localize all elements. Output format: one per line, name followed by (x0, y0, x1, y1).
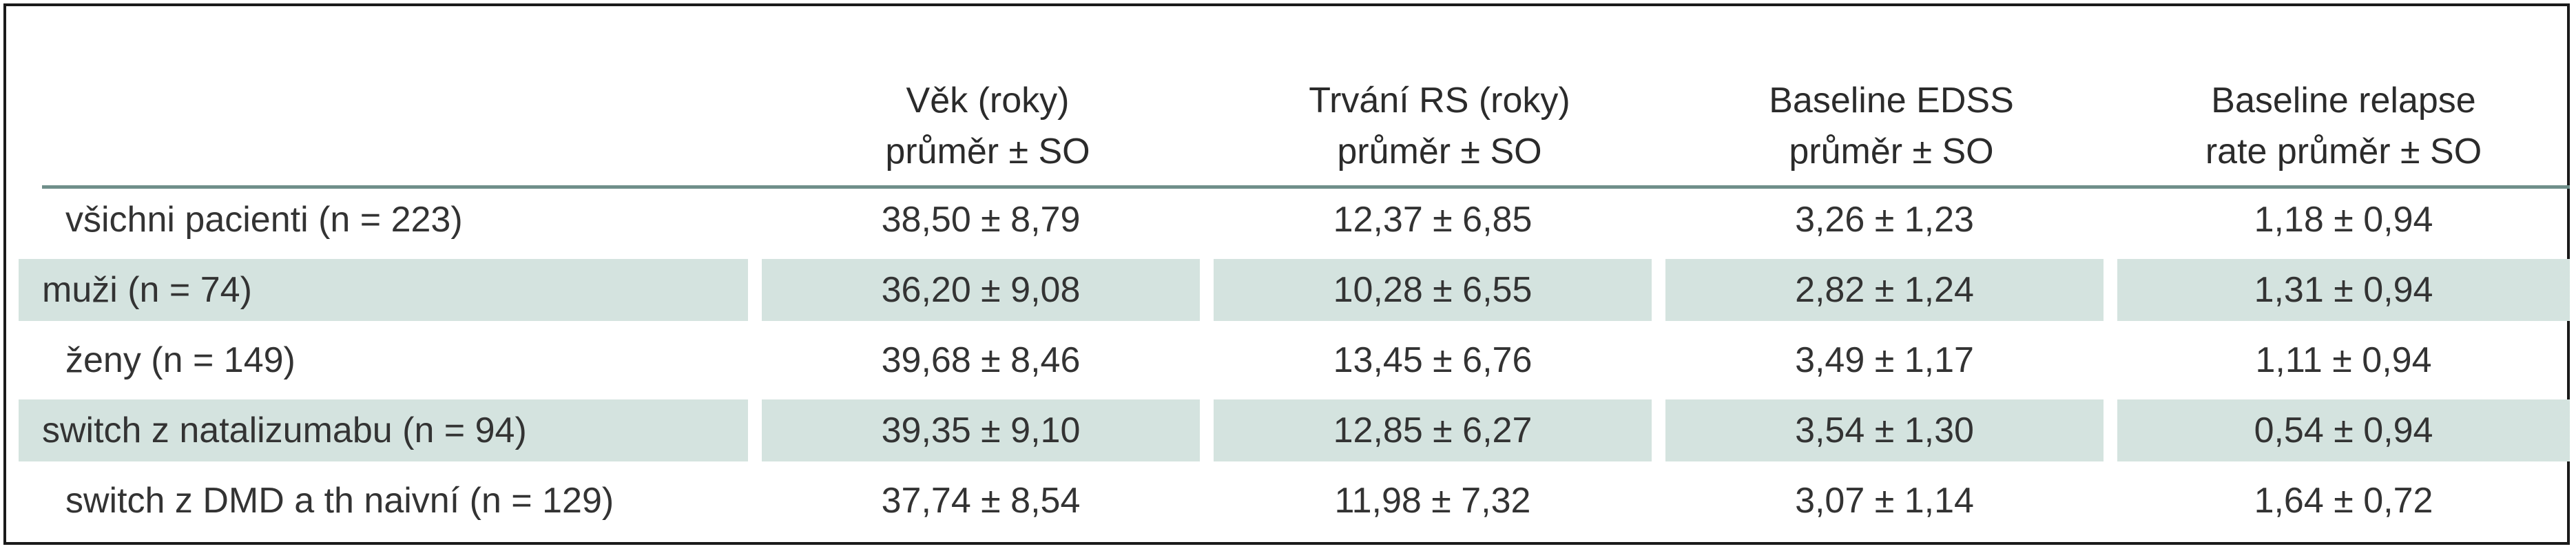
row-label: switch z DMD a th naivní (n = 129) (65, 481, 614, 521)
header-relapse-line2: rate průměr ± SO (2205, 132, 2482, 171)
cell-edss: 3,49 ± 1,17 (1795, 340, 1974, 380)
cell-edss: 3,26 ± 1,23 (1795, 200, 1974, 240)
row-label: ženy (n = 149) (65, 340, 295, 380)
table-row: ženy (n = 149) 39,68 ± 8,46 13,45 ± 6,76… (42, 329, 2570, 391)
row-label: muži (n = 74) (19, 259, 748, 321)
cell-duration: 12,37 ± 6,85 (1333, 200, 1533, 240)
header-duration: Trvání RS (roky) průměr ± SO (1214, 42, 1665, 189)
header-age-line2: průměr ± SO (885, 132, 1090, 171)
cell-relapse: 1,31 ± 0,94 (2117, 259, 2570, 321)
row-label: switch z natalizumabu (n = 94) (19, 399, 748, 461)
cell-duration: 13,45 ± 6,76 (1333, 340, 1533, 380)
table-body: všichni pacienti (n = 223) 38,50 ± 8,79 … (19, 189, 2570, 532)
cell-age: 39,35 ± 9,10 (762, 399, 1200, 461)
header-row: Věk (roky) průměr ± SO Trvání RS (roky) … (42, 42, 2570, 189)
cell-edss: 3,07 ± 1,14 (1795, 481, 1974, 521)
header-age-line1: Věk (roky) (906, 81, 1070, 121)
cell-age: 36,20 ± 9,08 (762, 259, 1200, 321)
cell-duration: 10,28 ± 6,55 (1214, 259, 1652, 321)
header-edss-line1: Baseline EDSS (1769, 81, 2014, 121)
table-row: muži (n = 74) 36,20 ± 9,08 10,28 ± 6,55 … (19, 259, 2570, 321)
cell-relapse: 0,54 ± 0,94 (2117, 399, 2570, 461)
header-duration-line2: průměr ± SO (1337, 132, 1542, 171)
header-relapse-line1: Baseline relapse (2211, 81, 2476, 121)
header-group (42, 42, 762, 189)
header-age: Věk (roky) průměr ± SO (762, 42, 1214, 189)
table-header: Věk (roky) průměr ± SO Trvání RS (roky) … (42, 42, 2570, 189)
data-table: Věk (roky) průměr ± SO Trvání RS (roky) … (19, 42, 2570, 532)
row-separator (42, 461, 2570, 470)
cell-duration: 12,85 ± 6,27 (1214, 399, 1652, 461)
cell-age: 37,74 ± 8,54 (881, 481, 1081, 521)
cell-edss: 3,54 ± 1,30 (1665, 399, 2104, 461)
cell-age: 38,50 ± 8,79 (881, 200, 1081, 240)
row-separator (42, 321, 2570, 329)
cell-age: 39,68 ± 8,46 (881, 340, 1081, 380)
cell-relapse: 1,18 ± 0,94 (2254, 200, 2433, 240)
header-relapse: Baseline relapse rate průměr ± SO (2117, 42, 2570, 189)
row-label: všichni pacienti (n = 223) (65, 200, 463, 240)
table-row: switch z natalizumabu (n = 94) 39,35 ± 9… (19, 399, 2570, 461)
cell-edss: 2,82 ± 1,24 (1665, 259, 2104, 321)
row-separator (42, 391, 2570, 399)
cell-duration: 11,98 ± 7,32 (1334, 481, 1531, 521)
table-frame: Věk (roky) průměr ± SO Trvání RS (roky) … (3, 3, 2570, 545)
row-separator (42, 251, 2570, 259)
table-row: switch z DMD a th naivní (n = 129) 37,74… (42, 470, 2570, 532)
cell-relapse: 1,11 ± 0,94 (2255, 340, 2432, 380)
header-edss-line2: průměr ± SO (1789, 132, 1994, 171)
table-row: všichni pacienti (n = 223) 38,50 ± 8,79 … (42, 189, 2570, 251)
header-duration-line1: Trvání RS (roky) (1309, 81, 1570, 121)
cell-relapse: 1,64 ± 0,72 (2254, 481, 2433, 521)
header-edss: Baseline EDSS průměr ± SO (1665, 42, 2117, 189)
